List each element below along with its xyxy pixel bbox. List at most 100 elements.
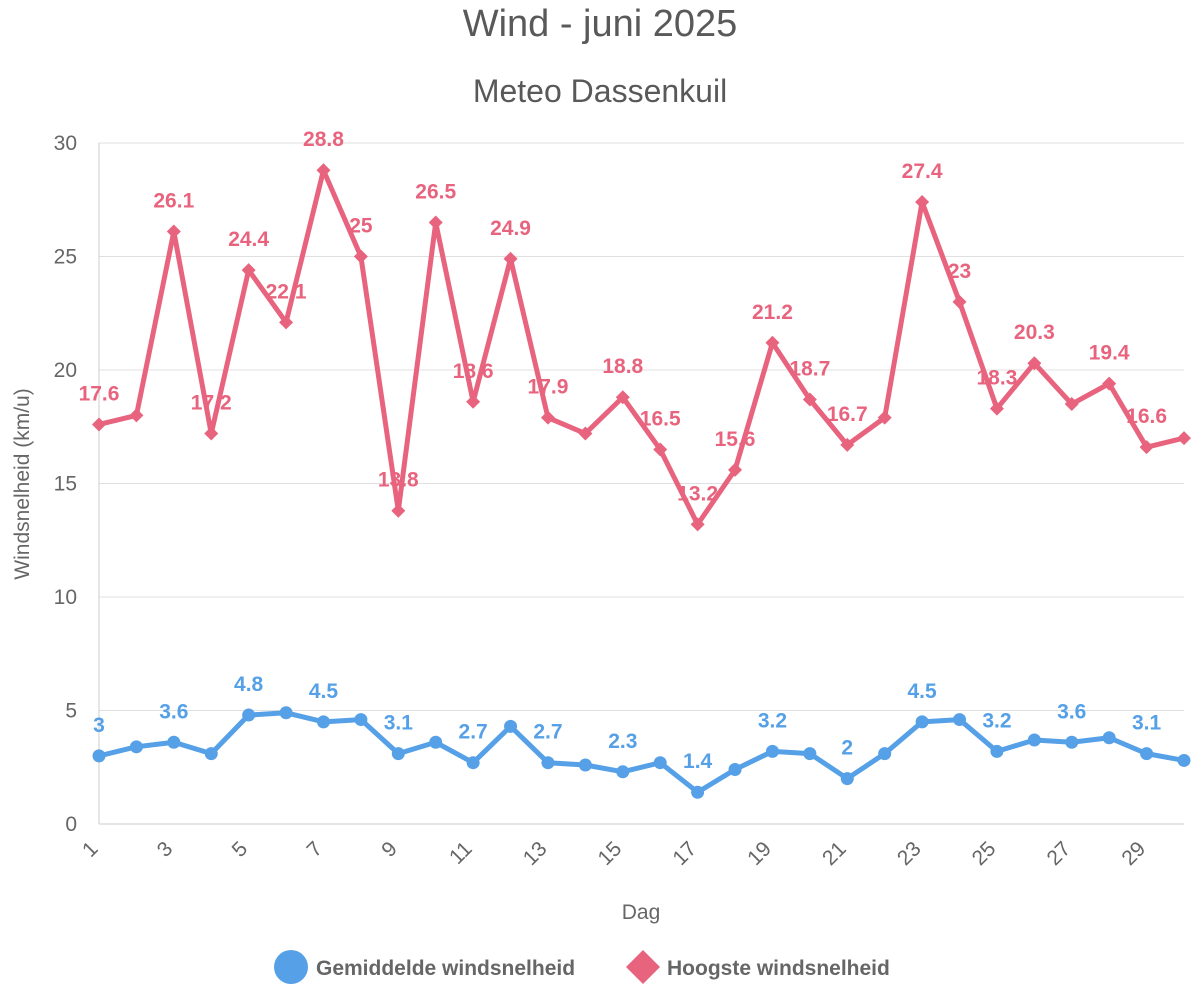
data-point[interactable] [466, 394, 481, 409]
data-point[interactable] [428, 215, 443, 230]
data-label: 25 [349, 215, 373, 238]
y-tick-label: 5 [65, 700, 77, 723]
data-point[interactable] [129, 408, 144, 423]
data-label: 3 [93, 714, 105, 737]
data-label: 20.3 [1014, 321, 1055, 344]
data-point[interactable] [691, 785, 705, 799]
data-point[interactable] [1102, 731, 1116, 745]
data-point[interactable] [803, 747, 817, 761]
data-point[interactable] [728, 763, 742, 777]
x-tick-label: 27 [1043, 837, 1076, 870]
x-tick-label: 21 [818, 837, 851, 870]
data-point[interactable] [578, 758, 592, 772]
data-point[interactable] [1139, 440, 1154, 455]
data-label: 28.8 [303, 128, 344, 151]
data-point[interactable] [989, 401, 1004, 416]
data-point[interactable] [466, 756, 480, 770]
legend-item-max[interactable]: Hoogste windsnelheid [626, 950, 890, 984]
data-point[interactable] [541, 756, 555, 770]
data-point[interactable] [915, 195, 930, 210]
y-tick-label: 30 [54, 132, 77, 155]
data-point[interactable] [540, 410, 555, 425]
data-point[interactable] [92, 417, 106, 432]
y-tick-label: 0 [65, 813, 77, 836]
data-point[interactable] [953, 713, 967, 727]
data-point[interactable] [653, 442, 668, 457]
data-point[interactable] [353, 249, 368, 264]
data-label: 18.3 [976, 367, 1017, 390]
data-point[interactable] [728, 462, 743, 477]
data-point[interactable] [616, 765, 630, 779]
data-label: 3.1 [1132, 712, 1162, 735]
data-point[interactable] [204, 426, 219, 441]
data-label: 18.6 [453, 360, 494, 383]
data-point[interactable] [1065, 735, 1079, 749]
x-tick-label: 15 [594, 837, 627, 870]
data-point[interactable] [279, 315, 294, 330]
data-point[interactable] [279, 706, 293, 720]
data-label: 16.6 [1126, 405, 1167, 428]
data-label: 2.7 [459, 721, 488, 744]
data-point[interactable] [878, 747, 892, 761]
data-point[interactable] [391, 747, 405, 761]
data-point[interactable] [1177, 753, 1191, 767]
data-point[interactable] [952, 294, 967, 309]
data-point[interactable] [690, 517, 705, 532]
x-tick-label: 1 [78, 837, 103, 862]
data-point[interactable] [316, 715, 330, 729]
legend-item-average[interactable]: Gemiddelde windsnelheid [274, 950, 575, 984]
data-label: 16.5 [640, 407, 681, 430]
data-point[interactable] [840, 772, 854, 786]
data-point[interactable] [578, 426, 593, 441]
data-label: 4.8 [234, 673, 264, 696]
data-label: 23 [948, 260, 971, 283]
data-label: 17.2 [191, 392, 232, 415]
x-tick-label: 19 [743, 837, 776, 870]
series-layer [92, 163, 1191, 799]
series-line-max [96, 167, 1187, 527]
data-point[interactable] [166, 224, 181, 239]
data-point[interactable] [1027, 356, 1042, 371]
chart-title: Wind - juni 2025 [463, 3, 738, 45]
data-label: 3.2 [758, 709, 787, 732]
data-label: 26.1 [153, 190, 194, 213]
data-point[interactable] [1140, 747, 1154, 761]
data-point[interactable] [92, 749, 106, 763]
data-point[interactable] [167, 735, 181, 749]
data-point[interactable] [504, 719, 518, 733]
data-point[interactable] [615, 390, 630, 405]
data-point[interactable] [765, 744, 779, 758]
data-label: 22.1 [266, 280, 307, 303]
data-point[interactable] [316, 163, 331, 178]
y-axis-title: Windsnelheid (km/u) [11, 388, 34, 579]
data-point[interactable] [1102, 376, 1117, 391]
data-point[interactable] [990, 744, 1004, 758]
data-point[interactable] [129, 740, 143, 754]
x-tick-label: 23 [893, 837, 926, 870]
data-label: 3.2 [982, 709, 1011, 732]
data-point[interactable] [765, 335, 780, 350]
data-point[interactable] [1027, 733, 1041, 747]
data-point[interactable] [503, 251, 518, 266]
legend-max-marker [626, 950, 660, 984]
series-line-average [96, 710, 1187, 795]
data-point[interactable] [242, 708, 256, 722]
data-point[interactable] [241, 263, 256, 278]
data-point[interactable] [840, 437, 855, 452]
data-point[interactable] [354, 713, 368, 727]
grid-lines [98, 142, 1184, 825]
data-point[interactable] [429, 735, 443, 749]
data-point[interactable] [1064, 397, 1079, 412]
x-tick-label: 13 [519, 837, 552, 870]
x-tick-label: 5 [228, 837, 253, 862]
data-point[interactable] [653, 756, 667, 770]
data-point[interactable] [391, 503, 406, 518]
data-point[interactable] [877, 410, 892, 425]
data-point[interactable] [1177, 431, 1191, 446]
data-point[interactable] [915, 715, 929, 729]
data-label: 15.6 [715, 428, 756, 451]
data-label: 3.1 [384, 712, 414, 735]
data-point[interactable] [802, 392, 817, 407]
data-point[interactable] [204, 747, 218, 761]
